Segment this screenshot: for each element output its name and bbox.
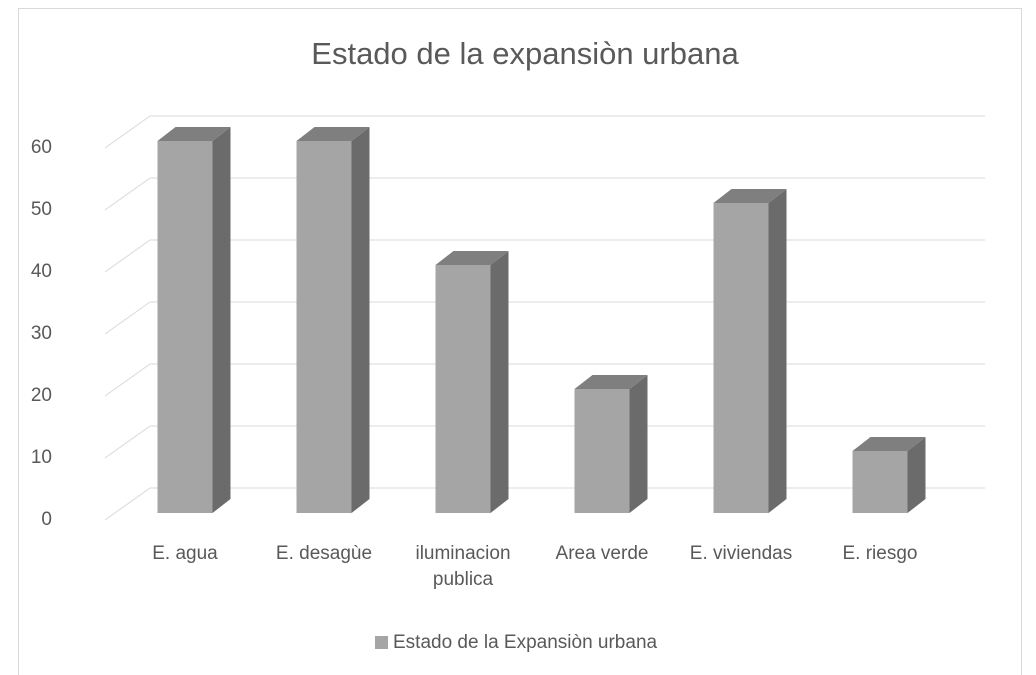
- bar: [435, 265, 491, 513]
- grid-line: [104, 301, 151, 335]
- x-tick-label: iluminacion publica: [415, 543, 511, 590]
- x-tick-label: E. desagùe: [275, 543, 373, 564]
- x-tick-label: E. riesgo: [842, 543, 918, 564]
- bar: [157, 141, 213, 513]
- y-tick-label: 60: [31, 137, 52, 158]
- bar-top: [713, 189, 787, 203]
- y-tick-label: 50: [31, 199, 52, 220]
- x-tick-label: E. viviendas: [689, 543, 793, 564]
- y-tick-label: 40: [31, 261, 52, 282]
- grid-line: [104, 487, 151, 521]
- grid-line: [104, 177, 151, 211]
- bar-side: [768, 189, 787, 513]
- chart-title: Estado de la expansiòn urbana: [311, 36, 739, 71]
- bar: [296, 141, 352, 513]
- grid-line: [104, 363, 151, 397]
- bar-side: [907, 437, 926, 513]
- y-tick-label: 0: [41, 509, 52, 530]
- x-tick-label: E. agua: [152, 543, 218, 564]
- bar-side: [351, 127, 370, 513]
- legend-swatch: [375, 636, 388, 649]
- bar: [713, 203, 769, 513]
- bar-top: [435, 251, 509, 265]
- grid-line: [104, 115, 151, 149]
- bar-top: [157, 127, 231, 141]
- x-tick-label: Area verde: [555, 543, 649, 564]
- y-tick-label: 10: [31, 447, 52, 468]
- grid-line: [104, 425, 151, 459]
- y-tick-label: 30: [31, 323, 52, 344]
- bar-top: [852, 437, 926, 451]
- grid-line: [104, 239, 151, 273]
- chart-border: [18, 8, 1022, 675]
- bar-side: [212, 127, 231, 513]
- bar-top: [574, 375, 648, 389]
- bar: [574, 389, 630, 513]
- bar: [852, 451, 908, 513]
- bar-top: [296, 127, 370, 141]
- bar-side: [629, 375, 648, 513]
- legend-label: Estado de la Expansiòn urbana: [393, 632, 658, 653]
- bar-side: [490, 251, 509, 513]
- y-tick-label: 20: [31, 385, 52, 406]
